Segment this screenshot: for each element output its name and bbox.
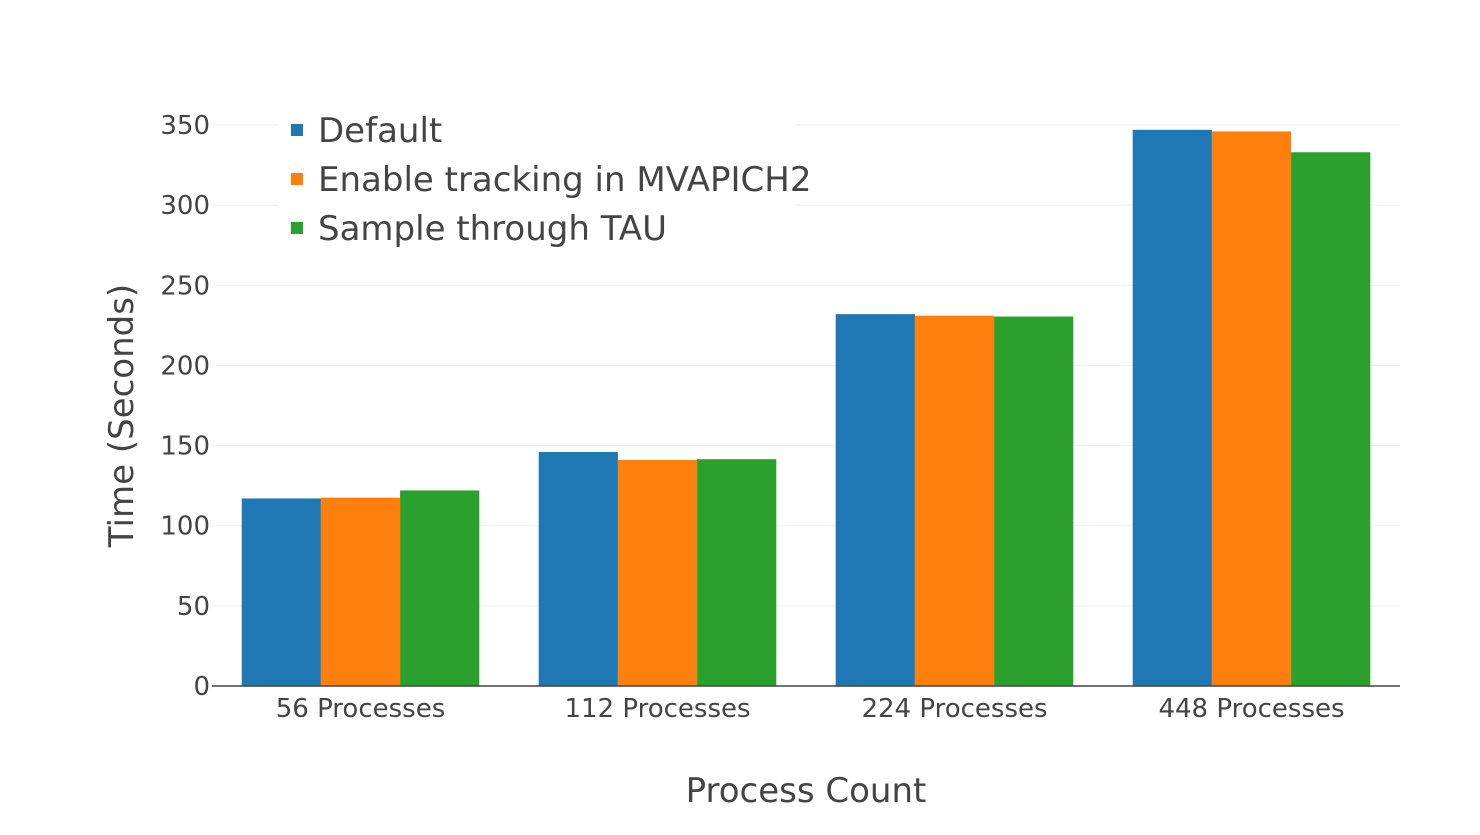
x-tick-label: 56 Processes — [276, 694, 446, 724]
y-tick-label: 50 — [177, 592, 210, 622]
y-tick-label: 100 — [160, 512, 210, 542]
bar-default-0 — [241, 498, 321, 686]
y-tick-labels: 0 50 100 150 200 250 300 350 — [160, 111, 210, 702]
bar-sample-through-tau-0 — [400, 490, 480, 686]
bar-enable-tracking-in-mvapich2-1 — [617, 459, 698, 686]
legend-label: Sample through TAU — [318, 209, 667, 249]
x-tick-label: 112 Processes — [564, 694, 750, 724]
y-axis-title: Time (Seconds) — [102, 284, 142, 548]
y-tick-label: 250 — [160, 271, 210, 301]
y-tick-label: 300 — [160, 191, 210, 221]
bar-sample-through-tau-2 — [994, 316, 1074, 686]
bar-default-1 — [538, 451, 618, 686]
legend-swatch — [291, 222, 303, 234]
y-tick-label: 350 — [160, 111, 210, 141]
x-tick-label: 448 Processes — [1158, 694, 1344, 724]
bar-default-3 — [1132, 129, 1212, 686]
legend-swatch — [291, 124, 303, 136]
bar-sample-through-tau-1 — [697, 459, 777, 686]
legend-label: Default — [318, 111, 442, 151]
bar-sample-through-tau-3 — [1291, 152, 1371, 687]
legend: Default Enable tracking in MVAPICH2 Sample… — [278, 104, 811, 250]
bar-enable-tracking-in-mvapich2-3 — [1211, 131, 1292, 686]
x-axis-title: Process Count — [686, 771, 927, 811]
x-tick-labels: 56 Processes 112 Processes 224 Processes 44… — [276, 694, 1345, 724]
y-tick-label: 150 — [160, 432, 210, 462]
y-tick-label: 200 — [160, 351, 210, 381]
legend-swatch — [291, 173, 303, 185]
legend-background — [278, 104, 796, 250]
bar-enable-tracking-in-mvapich2-2 — [914, 315, 995, 686]
bar-enable-tracking-in-mvapich2-0 — [320, 497, 401, 686]
bar-default-2 — [835, 314, 915, 686]
bars — [241, 129, 1371, 687]
legend-label: Enable tracking in MVAPICH2 — [318, 160, 811, 200]
y-tick-label: 0 — [193, 672, 210, 702]
x-tick-label: 224 Processes — [861, 694, 1047, 724]
